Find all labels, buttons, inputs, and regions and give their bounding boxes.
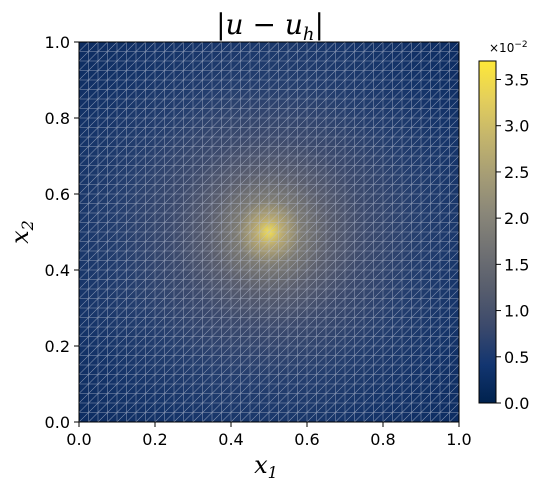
y-axis-label: x2: [6, 220, 37, 244]
colorbar-gradient: [478, 60, 497, 404]
x-axis-ticks: 0.0 0.2 0.4 0.6 0.8 1.0: [66, 422, 472, 449]
mesh-edges: [79, 42, 459, 422]
y-tick-label: 1.0: [45, 33, 70, 52]
x-tick-label: 0.0: [66, 430, 91, 449]
y-tick-label: 0.6: [45, 185, 70, 204]
colorbar-tick-label: 3.0: [504, 117, 529, 136]
colorbar-tick-label: 3.5: [504, 70, 529, 89]
y-tick-label: 0.2: [45, 337, 70, 356]
plot-frame: [78, 41, 460, 423]
y-axis-ticks: 0.0 0.2 0.4 0.6 0.8 1.0: [45, 33, 79, 432]
colorbar-tick-label: 1.0: [504, 302, 529, 321]
colorbar-tick-label: 1.5: [504, 255, 529, 274]
x-axis-label: x1: [254, 451, 278, 482]
x-tick-label: 1.0: [446, 430, 471, 449]
triangular-mesh: [79, 42, 459, 422]
x-tick-label: 0.4: [218, 430, 243, 449]
colorbar: 0.0 0.5 1.0 1.5 2.0 2.5 3.0 3.5 ×10−2: [478, 40, 529, 413]
y-tick-label: 0.8: [45, 109, 70, 128]
colorbar-tick-label: 0.0: [504, 394, 529, 413]
colorbar-tick-label: 0.5: [504, 348, 529, 367]
chart-title: |u − uh|: [216, 8, 324, 45]
x-tick-label: 0.6: [294, 430, 319, 449]
colorbar-tick-label: 2.5: [504, 163, 529, 182]
y-tick-label: 0.0: [45, 413, 70, 432]
plot-area: [78, 41, 460, 423]
colorbar-ticks: 0.0 0.5 1.0 1.5 2.0 2.5 3.0 3.5: [496, 70, 529, 413]
colorbar-tick-label: 2.0: [504, 209, 529, 228]
y-tick-label: 0.4: [45, 261, 70, 280]
x-tick-label: 0.8: [370, 430, 395, 449]
x-tick-label: 0.2: [142, 430, 167, 449]
colorbar-multiplier: ×10−2: [489, 40, 528, 55]
